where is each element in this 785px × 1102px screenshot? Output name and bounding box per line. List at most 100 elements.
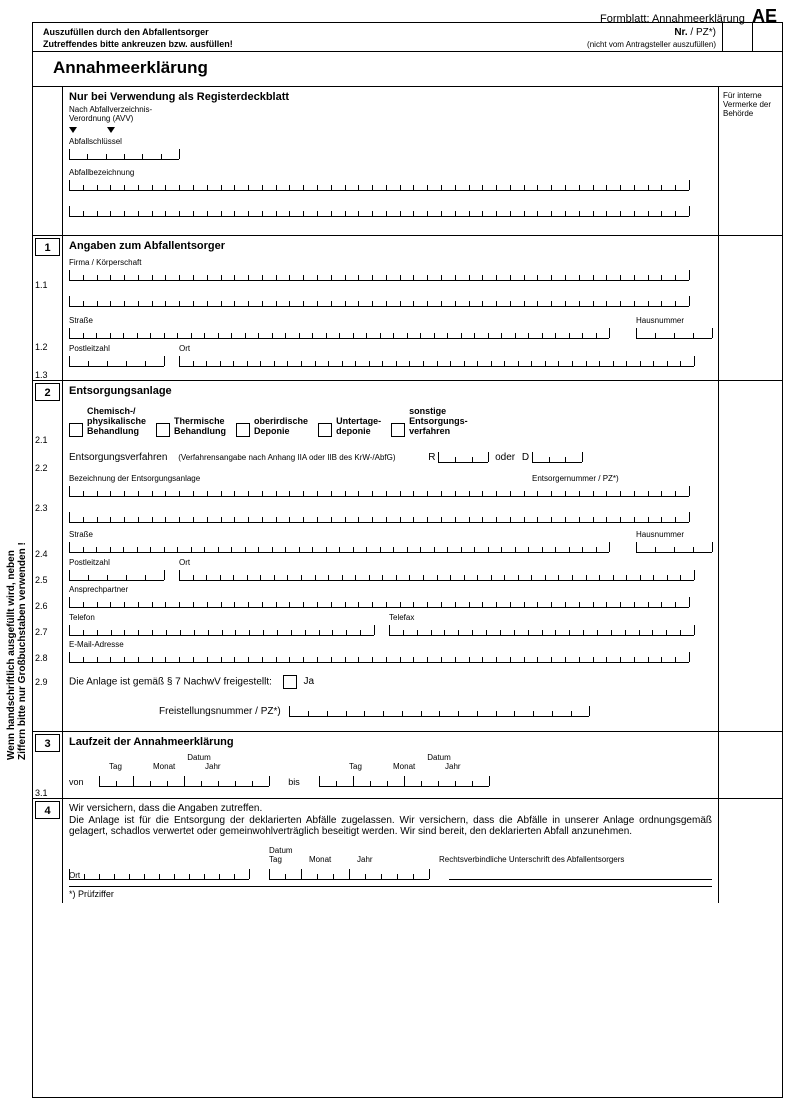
- checkbox-icon[interactable]: [236, 423, 250, 437]
- numcol-2: 2 2.1 2.2 2.3 2.4 2.5 2.6 2.7 2.8 2.9: [33, 381, 63, 731]
- D-input[interactable]: [532, 451, 582, 463]
- assure-text: Wir versichern, dass die Angaben zutreff…: [69, 803, 712, 814]
- n26: 2.6: [33, 601, 62, 611]
- pz-suffix: / PZ*): [688, 27, 716, 38]
- opt-untertage[interactable]: Untertage- deponie: [318, 417, 381, 437]
- triangle-icon: [69, 127, 77, 133]
- von-label: von: [69, 777, 99, 787]
- plz2-label: Postleitzahl: [69, 558, 169, 567]
- opt-sonstige[interactable]: sonstige Entsorgungs- verfahren: [391, 407, 468, 437]
- email-input[interactable]: [69, 651, 689, 663]
- checkbox-icon[interactable]: [391, 423, 405, 437]
- checkbox-icon[interactable]: [156, 423, 170, 437]
- strasse-input[interactable]: [69, 327, 609, 339]
- section-register: Nur bei Verwendung als Registerdeckblatt…: [33, 86, 782, 235]
- ort-label: Ort: [179, 344, 712, 353]
- bez-input-2[interactable]: [69, 511, 689, 523]
- numcol-3: 3 3.1: [33, 732, 63, 798]
- hausnr-input[interactable]: [636, 327, 712, 339]
- desc-input[interactable]: [69, 179, 689, 191]
- fill-by: Auszufüllen durch den Abfallentsorger: [43, 27, 512, 37]
- checkbox-icon[interactable]: [69, 423, 83, 437]
- hausnr2-label: Hausnummer: [636, 530, 712, 539]
- tel-label: Telefon: [69, 613, 379, 622]
- opt-deponie[interactable]: oberirdische Deponie: [236, 417, 308, 437]
- nr-label: Nr.: [674, 27, 687, 38]
- tel-input[interactable]: [69, 624, 374, 636]
- header-left: Auszufüllen durch den Abfallentsorger Zu…: [33, 23, 522, 51]
- ansprech-input[interactable]: [69, 596, 689, 608]
- opt-therm[interactable]: Thermische Behandlung: [156, 417, 226, 437]
- sidecol-1: [718, 236, 782, 380]
- bez-label: Bezeichnung der Entsorgungsanlage: [69, 474, 532, 483]
- sec0-title: Nur bei Verwendung als Registerdeckblatt: [69, 91, 712, 103]
- maincol-1: Angaben zum Abfallentsorger Firma / Körp…: [63, 236, 718, 380]
- ansprech-label: Ansprechpartner: [69, 585, 712, 594]
- n23: 2.3: [33, 503, 62, 513]
- R-input[interactable]: [438, 451, 488, 463]
- sec1-title: Angaben zum Abfallentsorger: [69, 240, 712, 252]
- date-sig-input[interactable]: [269, 868, 429, 880]
- R-label: R: [428, 452, 435, 463]
- sec0-sub: Nach Abfallverzeichnis- Verordnung (AVV): [69, 105, 712, 123]
- firma-input-1[interactable]: [69, 269, 689, 281]
- check-note: Zutreffendes bitte ankreuzen bzw. ausfül…: [43, 39, 512, 49]
- section-3: 3 3.1 Laufzeit der Annahmeerklärung Datu…: [33, 731, 782, 798]
- header-boxes: [722, 23, 782, 51]
- datum1-label: Datum: [109, 753, 289, 762]
- ort2-input[interactable]: [179, 569, 694, 581]
- hausnr-label: Hausnummer: [636, 316, 712, 325]
- frei-text: Die Anlage ist gemäß § 7 NachwV freigest…: [69, 676, 272, 687]
- maincol-4: Wir versichern, dass die Angaben zutreff…: [63, 799, 718, 903]
- n11: 1.1: [33, 280, 62, 290]
- authority-note: Für interne Vermerke der Behörde: [723, 91, 771, 118]
- maincol-2: Entsorgungsanlage Chemisch-/ physikalisc…: [63, 381, 718, 731]
- verfahren-label: Entsorgungsverfahren: [69, 452, 167, 463]
- maincol-3: Laufzeit der Annahmeerklärung Datum TagM…: [63, 732, 718, 798]
- section-2: 2 2.1 2.2 2.3 2.4 2.5 2.6 2.7 2.8 2.9: [33, 380, 782, 731]
- numcol-1: 1 1.1 1.2 1.3: [33, 236, 63, 380]
- ja-checkbox[interactable]: [283, 675, 297, 689]
- n12: 1.2: [33, 342, 62, 352]
- plz-label: Postleitzahl: [69, 344, 169, 353]
- checkbox-icon[interactable]: [318, 423, 332, 437]
- n29: 2.9: [33, 677, 62, 687]
- ja-label: Ja: [303, 676, 314, 687]
- n31: 3.1: [33, 788, 62, 798]
- not-applicant-note: (nicht vom Antragsteller auszufüllen): [528, 40, 716, 49]
- opt-chem[interactable]: Chemisch-/ physikalische Behandlung: [69, 407, 146, 437]
- n25: 2.5: [33, 575, 62, 585]
- section-4: 4 Wir versichern, dass die Angaben zutre…: [33, 798, 782, 903]
- ort4-input[interactable]: [69, 868, 249, 880]
- freinr-input[interactable]: [289, 705, 589, 717]
- key-input[interactable]: [69, 148, 179, 160]
- sec1-num: 1: [35, 238, 60, 256]
- sidecol-4: [718, 799, 782, 903]
- plz2-input[interactable]: [69, 569, 164, 581]
- bez-input[interactable]: [69, 485, 689, 497]
- sec2-num: 2: [35, 383, 60, 401]
- form-title: Annahmeerklärung: [33, 52, 782, 86]
- desc-label: Abfallbezeichnung: [69, 168, 712, 177]
- n24: 2.4: [33, 549, 62, 559]
- plz-input[interactable]: [69, 355, 164, 367]
- key-label: Abfallschlüssel: [69, 137, 712, 146]
- signature-line[interactable]: [449, 868, 712, 880]
- freinr-label: Freistellungsnummer / PZ*): [159, 706, 281, 717]
- fax-input[interactable]: [389, 624, 694, 636]
- footnote: *) Prüfziffer: [69, 886, 712, 899]
- desc-input-2[interactable]: [69, 205, 689, 217]
- date-von-input[interactable]: [99, 775, 269, 787]
- ort-input[interactable]: [179, 355, 694, 367]
- numcol-4: 4: [33, 799, 63, 903]
- hausnr2-input[interactable]: [636, 541, 712, 553]
- bis-label: bis: [269, 777, 319, 787]
- firma-input-2[interactable]: [69, 295, 689, 307]
- n13: 1.3: [33, 370, 62, 380]
- D-label: D: [522, 452, 529, 463]
- strasse2-input[interactable]: [69, 541, 609, 553]
- datum2-label: Datum: [349, 753, 529, 762]
- firma-label: Firma / Körperschaft: [69, 258, 712, 267]
- datum3-label: Datum: [269, 846, 439, 855]
- date-bis-input[interactable]: [319, 775, 489, 787]
